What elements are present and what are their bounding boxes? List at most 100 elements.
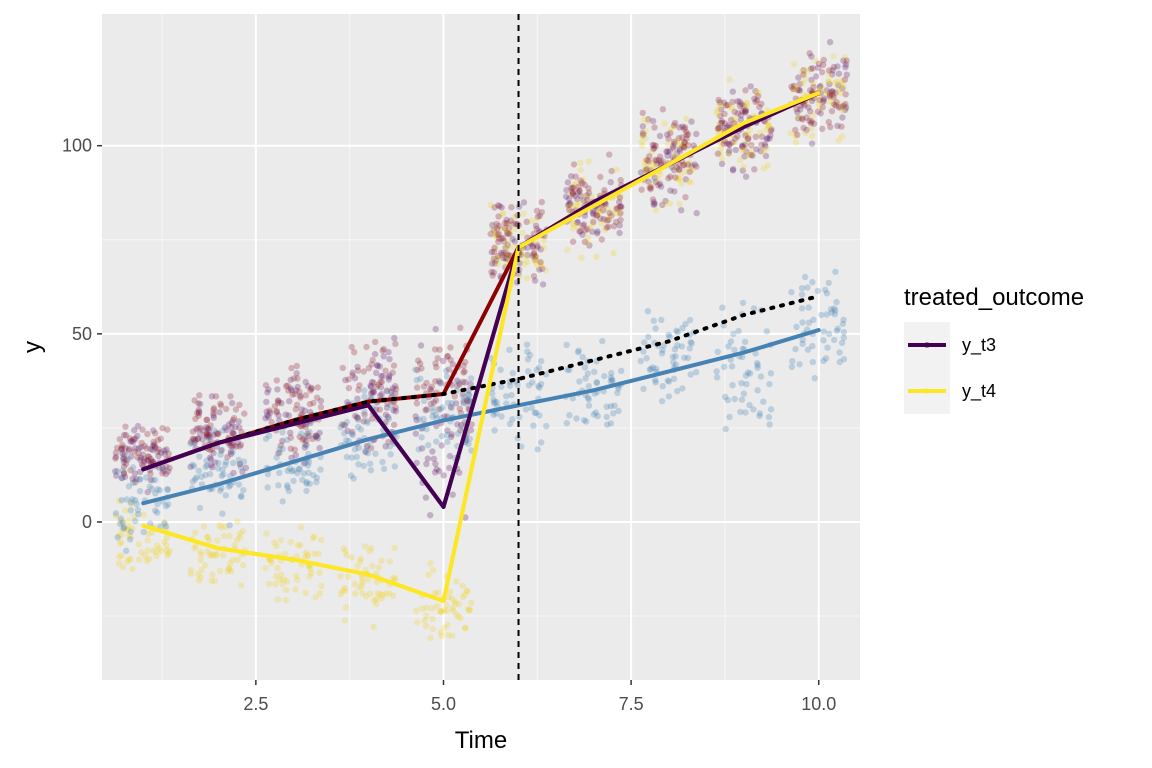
data-point-other_treated [413, 400, 421, 407]
data-point-other_treated [579, 222, 586, 229]
data-point-control [202, 471, 209, 479]
data-point-y_t4 [683, 115, 690, 122]
data-point-other_treated [841, 76, 849, 83]
data-point-control [679, 385, 686, 392]
data-point-other_treated [382, 367, 389, 374]
data-point-control [809, 279, 816, 286]
data-point-other_treated [724, 101, 731, 109]
data-point-control [575, 347, 582, 354]
data-point-y_t4 [506, 229, 514, 236]
data-point-other_treated [754, 92, 762, 100]
data-point-y_t3 [129, 475, 136, 482]
data-point-control [389, 391, 396, 399]
data-point-y_t4 [351, 590, 359, 597]
series-line-line-3 [141, 328, 821, 506]
data-point-control [687, 371, 694, 378]
data-point-control [674, 387, 681, 395]
data-point-control [219, 427, 226, 434]
data-point-control [127, 507, 134, 514]
data-point-control [609, 377, 616, 385]
data-point-y_t3 [667, 187, 674, 194]
data-point-y_t4 [194, 570, 202, 578]
data-point-other_treated [572, 173, 579, 180]
data-point-y_t3 [427, 385, 434, 393]
data-point-other_treated [828, 108, 836, 115]
data-point-y_t4 [445, 631, 452, 639]
data-point-other_treated [493, 220, 500, 228]
data-point-control [737, 408, 744, 416]
data-point-control [195, 467, 203, 475]
data-point-y_t4 [538, 263, 545, 270]
data-point-control [290, 477, 297, 485]
data-point-y_t4 [601, 226, 609, 234]
data-point-other_treated [576, 228, 583, 235]
data-point-y_t3 [829, 67, 836, 74]
data-point-other_treated [670, 144, 677, 152]
data-point-control [143, 474, 150, 481]
data-point-other_treated [806, 117, 813, 125]
data-point-y_t3 [762, 143, 769, 150]
data-point-other_treated [444, 352, 451, 360]
data-point-y_t3 [422, 407, 429, 414]
data-point-control [834, 325, 842, 332]
data-point-other_treated [487, 230, 494, 238]
data-point-control [493, 399, 500, 406]
data-point-y_t3 [568, 173, 575, 180]
data-point-other_treated [459, 378, 466, 386]
data-point-control [444, 431, 451, 439]
data-point-y_t3 [498, 204, 505, 211]
data-point-control [491, 427, 498, 434]
data-point-y_t4 [357, 558, 364, 565]
data-point-other_treated [271, 403, 278, 410]
data-point-control [348, 430, 355, 438]
data-point-control [235, 456, 242, 464]
data-point-control [585, 383, 592, 390]
data-point-control [585, 396, 592, 403]
data-point-control [460, 393, 467, 401]
data-point-y_t3 [212, 459, 219, 466]
data-point-y_t4 [443, 607, 450, 614]
data-point-y_t4 [681, 142, 689, 149]
data-point-other_treated [302, 423, 309, 431]
data-point-y_t3 [580, 221, 588, 228]
data-point-control [305, 469, 312, 476]
data-point-other_treated [432, 360, 439, 367]
data-point-y_t4 [198, 566, 205, 574]
data-point-other_treated [639, 109, 646, 117]
data-point-y_t4 [161, 538, 168, 546]
data-point-y_t3 [278, 400, 285, 407]
data-point-control [125, 456, 132, 463]
data-point-y_t4 [672, 165, 679, 172]
data-point-y_t4 [340, 545, 347, 552]
data-point-other_treated [122, 460, 130, 468]
data-point-y_t3 [193, 426, 200, 433]
data-point-y_t3 [392, 408, 400, 415]
data-point-y_t3 [342, 376, 349, 384]
data-point-y_t4 [748, 147, 755, 154]
data-point-control [387, 451, 394, 458]
data-point-control [348, 454, 355, 461]
data-point-control [366, 460, 374, 467]
data-point-y_t4 [801, 67, 808, 74]
data-point-y_t4 [293, 572, 300, 579]
data-point-other_treated [345, 384, 353, 392]
data-point-control [666, 333, 673, 341]
data-point-other_treated [533, 225, 540, 232]
data-point-y_t4 [307, 565, 314, 573]
data-point-control [679, 325, 686, 332]
data-point-y_t4 [437, 608, 444, 615]
data-point-y_t4 [308, 569, 315, 577]
data-point-control [154, 486, 161, 493]
data-point-control [205, 436, 213, 443]
legend: treated_outcome y_t3 y_t4 [904, 284, 1084, 414]
data-point-y_t3 [834, 122, 841, 129]
data-point-y_t3 [314, 435, 321, 442]
data-point-control [535, 382, 542, 390]
data-point-other_treated [339, 364, 346, 372]
data-point-y_t4 [219, 552, 227, 559]
data-point-other_treated [118, 445, 125, 453]
data-point-y_t3 [368, 378, 376, 386]
data-point-control [503, 393, 510, 400]
data-point-control [134, 506, 142, 514]
data-point-other_treated [843, 57, 850, 64]
